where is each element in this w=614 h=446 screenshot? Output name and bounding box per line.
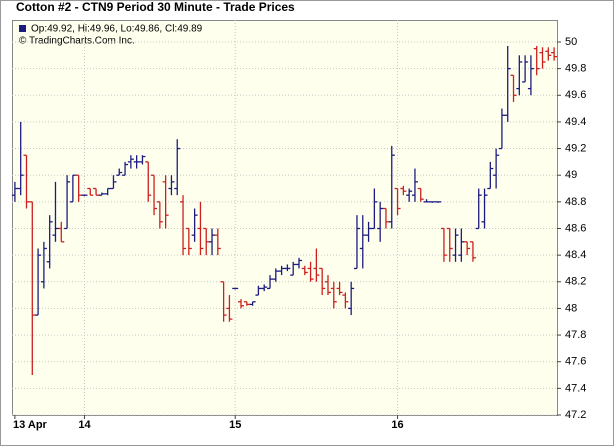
y-tick-label: 48 (565, 302, 577, 314)
y-tick-label: 47.4 (565, 382, 586, 394)
y-tick-label: 47.2 (565, 409, 586, 421)
y-tick-label: 47.8 (565, 329, 586, 341)
x-tick-label: 16 (391, 419, 403, 431)
x-tick-label: 14 (78, 419, 91, 431)
y-tick-label: 48.6 (565, 222, 586, 234)
info-swatch (19, 25, 26, 32)
copyright: © TradingCharts.Com Inc. (19, 36, 135, 47)
y-tick-label: 49.6 (565, 89, 586, 101)
y-tick-label: 49 (565, 169, 577, 181)
chart-title: Cotton #2 - CTN9 Period 30 Minute - Trad… (16, 0, 295, 14)
y-tick-label: 49.8 (565, 63, 586, 75)
y-tick-label: 48.8 (565, 196, 586, 208)
y-tick-label: 48.4 (565, 249, 586, 261)
x-tick-label: 15 (229, 419, 241, 431)
info-text: Op:49.92, Hi:49.96, Lo:49.86, Cl:49.89 (31, 24, 203, 35)
y-tick-label: 47.6 (565, 356, 586, 368)
y-tick-label: 49.4 (565, 116, 586, 128)
y-tick-label: 49.2 (565, 142, 586, 154)
x-tick-label: 13 Apr (13, 419, 48, 431)
plot-area (12, 20, 558, 416)
y-tick-label: 48.2 (565, 276, 586, 288)
y-tick-label: 50 (565, 36, 577, 48)
